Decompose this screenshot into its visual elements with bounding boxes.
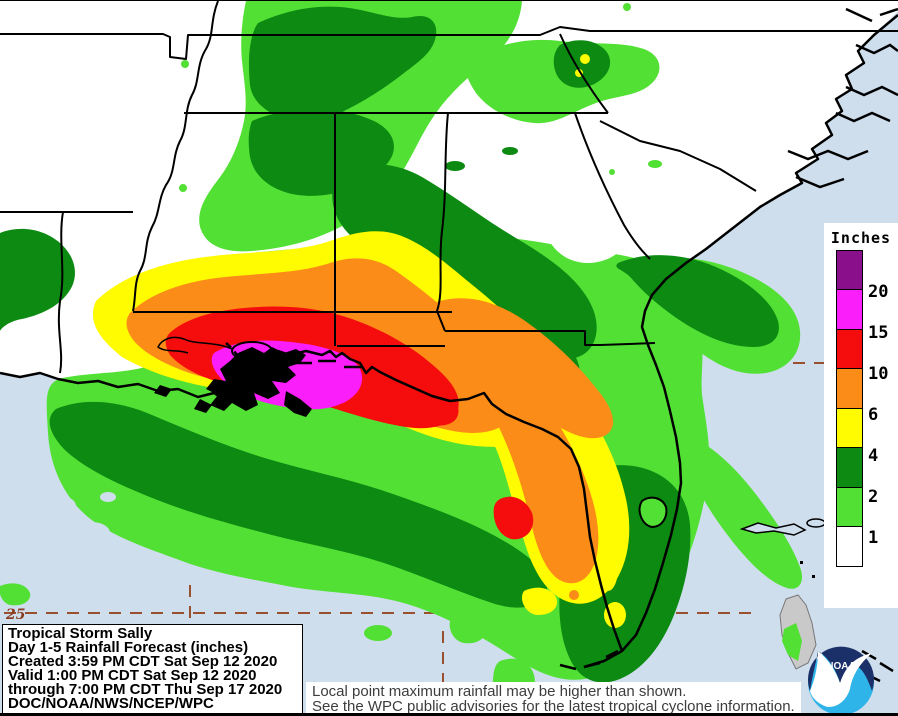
- info-line-product: Day 1-5 Rainfall Forecast (inches): [8, 639, 249, 656]
- lake-okeechobee: [638, 496, 668, 529]
- legend-swatch-over-20in: [836, 249, 863, 291]
- andros-green-patch: [782, 623, 802, 661]
- note-line-2: See the WPC public advisories for the la…: [312, 698, 795, 715]
- border-tn-nc: [559, 33, 609, 114]
- info-line-through: through 7:00 PM CDT Thu Sep 17 2020: [8, 681, 283, 698]
- mississippi-river: [132, 1, 219, 312]
- border-tx-la: [57, 211, 64, 374]
- legend-label-6: 6: [868, 405, 879, 425]
- pamlico-sound: [787, 149, 869, 189]
- info-line-storm-name: Tropical Storm Sally: [8, 625, 153, 642]
- forecast-info-box: Tropical Storm Sally Day 1-5 Rainfall Fo…: [2, 624, 303, 713]
- atlantic-coast: [583, 14, 898, 669]
- border-ga-fl: [445, 330, 656, 346]
- legend-swatch-1-2in: [836, 486, 863, 528]
- mississippi-delta-marsh: [154, 347, 312, 417]
- chesapeake-estuaries: [835, 7, 898, 123]
- disclaimer-note-box: Local point maximum rainfall may be high…: [306, 682, 801, 715]
- grand-bahama-outline: [739, 522, 807, 536]
- legend-label-1: 1: [868, 528, 879, 548]
- note-line-1: Local point maximum rainfall may be high…: [312, 683, 687, 700]
- legend-label-20: 20: [868, 282, 889, 302]
- border-nc-sc: [599, 120, 757, 192]
- ocean-holes: [40, 469, 160, 579]
- noaa-logo-gull-icon: [810, 651, 872, 707]
- legend-title: Inches: [830, 229, 892, 247]
- legend-label-15: 15: [868, 323, 889, 343]
- storm-track-line: [225, 342, 246, 402]
- noaa-logo-text: NOAA: [826, 661, 855, 672]
- info-line-created: Created 3:59 PM CDT Sat Sep 12 2020: [8, 653, 278, 670]
- islands: [739, 518, 827, 670]
- legend-color-bar: [836, 249, 863, 567]
- info-line-valid: Valid 1:00 PM CDT Sat Sep 12 2020: [8, 667, 257, 684]
- rainfall-legend: Inches 20 15 10 6 4 2 1: [824, 223, 898, 608]
- legend-swatch-under-1in: [836, 526, 863, 567]
- lake-maurepas-channels: [157, 336, 233, 354]
- ms-barrier-islands: [292, 359, 362, 369]
- legend-label-4: 4: [868, 446, 879, 466]
- border-al-ga: [436, 112, 449, 332]
- gulf-coast-florida: [261, 349, 624, 652]
- border-ga-sc: [574, 112, 651, 260]
- border-36n: [0, 26, 898, 60]
- bahama-cay-outline: [806, 518, 826, 528]
- info-line-agency: DOC/NOAA/NWS/NCEP/WPC: [8, 695, 214, 712]
- legend-swatch-10-15in: [836, 328, 863, 370]
- legend-swatch-4-6in: [836, 407, 863, 449]
- legend-swatch-2-4in: [836, 447, 863, 488]
- noaa-logo-emblem: [808, 646, 875, 691]
- barrier-islands: [292, 7, 898, 683]
- gulf-coast-louisiana: [0, 371, 241, 403]
- legend-swatch-6-10in: [836, 368, 863, 409]
- legend-label-10: 10: [868, 364, 889, 384]
- coastlines: [0, 14, 898, 669]
- noaa-logo: NOAA: [808, 646, 875, 713]
- state-borders: [0, 1, 898, 374]
- legend-label-2: 2: [868, 487, 879, 507]
- white-hole-georgia: [542, 184, 634, 263]
- legend-swatch-15-20in: [836, 289, 863, 330]
- florida-keys: [559, 649, 619, 671]
- lat-25n-label: 25: [5, 607, 25, 623]
